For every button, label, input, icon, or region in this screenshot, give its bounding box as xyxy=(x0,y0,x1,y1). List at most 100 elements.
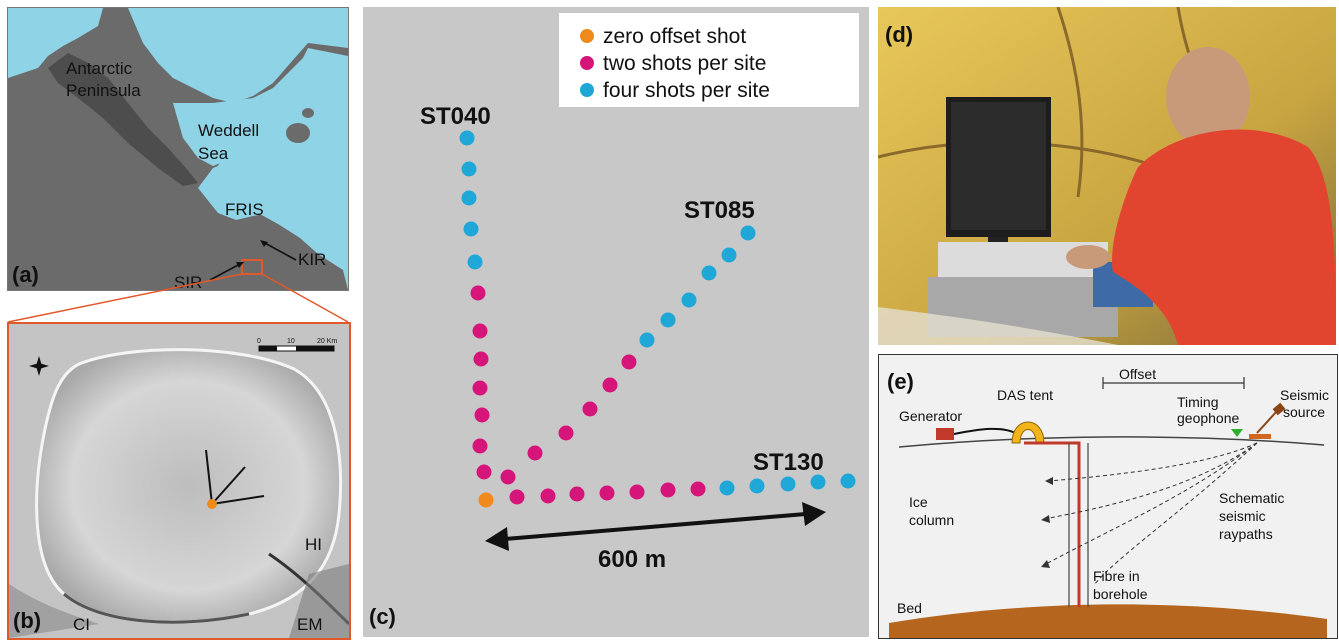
shot-st130-9 xyxy=(749,478,765,494)
shot-st040-9 xyxy=(463,221,479,237)
label-source: source xyxy=(1283,404,1325,420)
shot-st040-8 xyxy=(467,254,483,270)
shot-st085-1 xyxy=(500,469,516,485)
panel-b-ice-rise-map: 0 10 20 Km HI CI EM (b) xyxy=(7,322,351,640)
shot-st040-3 xyxy=(474,407,490,423)
panel-e-schematic: Offset DAS tent Generator Timing geophon… xyxy=(878,354,1338,639)
shot-st040-5 xyxy=(473,351,489,367)
shot-st085-6 xyxy=(621,354,637,370)
label-sir: SIR xyxy=(174,273,202,290)
panel-d-field-photo: (d) xyxy=(878,7,1336,345)
ice-surface xyxy=(898,436,1325,448)
distance-arrow-right-head xyxy=(802,502,826,526)
shot-st130-3 xyxy=(569,486,585,502)
shot-st085-8 xyxy=(660,312,676,328)
label-hi: HI xyxy=(305,535,322,554)
line-label-st040: ST040 xyxy=(420,103,491,130)
shot-st130-2 xyxy=(540,488,556,504)
label-fibre-in: Fibre in xyxy=(1093,568,1140,584)
legend-marker-two xyxy=(580,56,594,70)
label-borehole: borehole xyxy=(1093,586,1148,602)
distance-arrow-line xyxy=(492,511,819,542)
scale-tick-10: 10 xyxy=(287,338,295,345)
regional-map-graphic: Antarctic Peninsula Weddell Sea FRIS KIR… xyxy=(8,8,348,290)
panel-a-label: (a) xyxy=(12,262,39,287)
seismic-source-plate xyxy=(1249,434,1271,439)
label-column: column xyxy=(909,512,954,528)
label-weddell: Weddell xyxy=(198,121,259,140)
shot-st040-12 xyxy=(459,130,475,146)
label-geophone: geophone xyxy=(1177,410,1240,426)
label-kir: KIR xyxy=(298,250,326,269)
shot-st085-9 xyxy=(681,292,697,308)
scale-tick-20: 20 Km xyxy=(317,338,337,345)
shot-st130-4 xyxy=(599,485,615,501)
shot-st040-10 xyxy=(461,190,477,206)
label-schematic: Schematic xyxy=(1219,490,1284,506)
panel-a-regional-map: Antarctic Peninsula Weddell Sea FRIS KIR… xyxy=(7,7,349,291)
shot-st130-5 xyxy=(629,484,645,500)
panel-b-label: (b) xyxy=(13,608,42,633)
line-label-st130: ST130 xyxy=(753,449,824,476)
timing-geophone-icon xyxy=(1231,429,1243,437)
shot-st085-3 xyxy=(558,425,574,441)
shot-st130-12 xyxy=(840,473,856,489)
shot-st085-12 xyxy=(740,225,756,241)
shot-st085-11 xyxy=(721,247,737,263)
distance-label: 600 m xyxy=(598,546,666,573)
panel-d-label: (d) xyxy=(885,22,914,47)
label-ice: Ice xyxy=(909,494,928,510)
panel-e-label: (e) xyxy=(887,369,914,394)
shot-st130-10 xyxy=(780,476,796,492)
label-em: EM xyxy=(297,615,323,634)
label-sea: Sea xyxy=(198,144,229,163)
shot-st040-4 xyxy=(472,380,488,396)
panel-c-shot-layout: zero offset shot two shots per site four… xyxy=(363,7,869,637)
generator-icon xyxy=(936,428,954,440)
shot-st130-1 xyxy=(509,489,525,505)
shot-layout-graphic: zero offset shot two shots per site four… xyxy=(420,13,859,573)
label-peninsula: Peninsula xyxy=(66,81,141,100)
label-bed: Bed xyxy=(897,600,922,616)
label-timing: Timing xyxy=(1177,394,1219,410)
schematic-graphic: Offset DAS tent Generator Timing geophon… xyxy=(889,366,1329,638)
label-offset: Offset xyxy=(1119,366,1156,382)
legend-marker-four xyxy=(580,83,594,97)
scale-tick-0: 0 xyxy=(257,338,261,345)
label-generator: Generator xyxy=(899,408,962,424)
label-antarctic: Antarctic xyxy=(66,59,133,78)
raypaths xyxy=(1043,442,1258,586)
legend-marker-zero xyxy=(580,29,594,43)
north-arrow-icon xyxy=(29,356,49,376)
line-label-st085: ST085 xyxy=(684,197,755,224)
shot-st130-11 xyxy=(810,474,826,490)
label-raypaths: raypaths xyxy=(1219,526,1273,542)
hammer-icon xyxy=(1272,402,1286,416)
shot-st040-7 xyxy=(470,285,486,301)
legend-two-shots: two shots per site xyxy=(603,52,766,75)
legend-four-shots: four shots per site xyxy=(603,79,770,102)
shot-st085-7 xyxy=(639,332,655,348)
shot-zero-offset xyxy=(478,492,494,508)
label-seismic: Seismic xyxy=(1280,387,1329,403)
shot-st085-4 xyxy=(582,401,598,417)
shot-points xyxy=(459,130,856,508)
label-seismic-2: seismic xyxy=(1219,508,1266,524)
person-head xyxy=(1166,47,1250,147)
person-red-jacket xyxy=(1112,129,1336,345)
label-das-tent: DAS tent xyxy=(997,387,1053,403)
shot-st085-10 xyxy=(701,265,717,281)
bed-layer xyxy=(889,604,1327,638)
tent-photo-graphic xyxy=(878,7,1336,345)
shot-st040-6 xyxy=(472,323,488,339)
panel-c-label: (c) xyxy=(369,604,396,629)
shot-st040-11 xyxy=(461,161,477,177)
shot-st130-7 xyxy=(690,481,706,497)
shot-st130-6 xyxy=(660,482,676,498)
shot-st085-2 xyxy=(527,445,543,461)
label-ci: CI xyxy=(73,615,90,634)
ice-rise-graphic: 0 10 20 Km HI CI EM xyxy=(9,324,349,638)
shot-st040-2 xyxy=(472,438,488,454)
shot-st130-8 xyxy=(719,480,735,496)
distance-arrow-left-head xyxy=(485,527,509,551)
